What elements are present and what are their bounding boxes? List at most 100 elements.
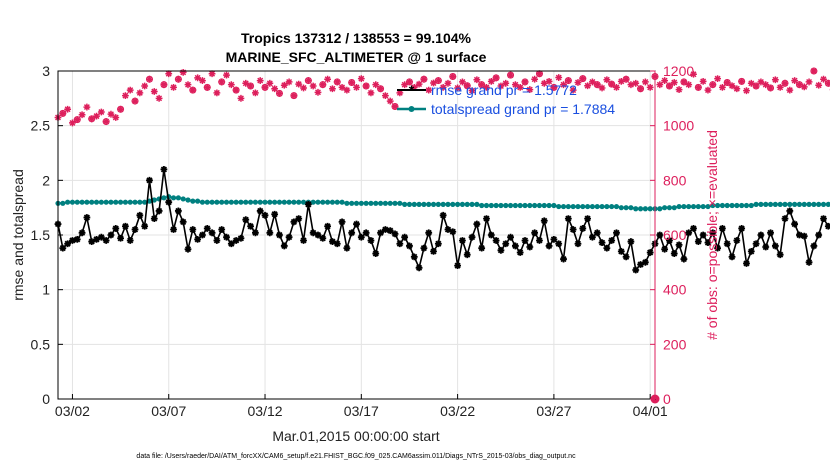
obs-count-point	[251, 89, 259, 97]
rmse-point	[338, 218, 346, 226]
rmse-point	[449, 228, 457, 236]
totalspread-point	[753, 201, 759, 207]
rmse-point	[78, 229, 86, 237]
obs-count-point	[656, 81, 664, 89]
totalspread-point	[825, 201, 830, 207]
obs-count-point	[232, 86, 240, 94]
obs-count-point	[637, 85, 645, 93]
rmse-point	[483, 215, 490, 223]
totalspread-point	[247, 199, 254, 205]
rmse-point	[810, 242, 818, 250]
obs-count-point	[733, 85, 741, 93]
rmse-point	[704, 239, 712, 247]
rmse-point	[815, 231, 823, 239]
totalspread-point	[710, 202, 716, 209]
rmse-point	[492, 237, 500, 244]
totalspread-point	[170, 195, 177, 201]
totalspread-point	[662, 205, 668, 211]
rmse-point	[396, 240, 404, 248]
obs-count-point	[820, 75, 827, 83]
rmse-point	[256, 207, 264, 215]
rmse-point	[208, 229, 216, 237]
rmse-point	[796, 231, 803, 239]
totalspread-point	[185, 197, 191, 203]
obs-count-point	[275, 89, 283, 97]
totalspread-point	[286, 199, 292, 205]
totalspread-point	[734, 202, 740, 209]
obs-count-point	[555, 74, 563, 81]
obs-count-point	[511, 81, 519, 89]
obs-count-point	[728, 82, 736, 90]
obs-count-point	[324, 75, 332, 83]
obs-count-point	[184, 81, 192, 89]
rmse-point	[728, 253, 736, 261]
obs-count-point	[430, 79, 437, 87]
rmse-point	[545, 242, 553, 250]
y-axis-label-left: rmse and totalspread	[10, 169, 26, 301]
rmse-point	[723, 240, 731, 248]
totalspread-point	[613, 203, 620, 210]
obs-count-point	[93, 112, 100, 120]
obs-count-point	[709, 81, 717, 89]
obs-count-point	[102, 118, 110, 126]
obs-count-point	[372, 81, 380, 89]
rmse-point	[141, 222, 149, 230]
obs-count-point	[810, 67, 818, 75]
totalspread-point	[416, 201, 422, 207]
obs-count-point	[738, 77, 746, 85]
rmse-point	[502, 240, 510, 248]
totalspread-point	[556, 203, 562, 210]
rmse-point	[213, 237, 221, 244]
rmse-point	[357, 233, 365, 241]
rmse-point	[473, 220, 481, 228]
totalspread-point	[671, 205, 677, 211]
obs-count-point	[824, 79, 830, 87]
rmse-point	[820, 215, 827, 223]
totalspread-point	[421, 201, 427, 207]
totalspread-point	[233, 199, 239, 205]
obs-count-point	[497, 82, 505, 90]
totalspread-point	[397, 200, 403, 206]
totalspread-point	[89, 199, 95, 205]
obs-count-point	[396, 89, 404, 97]
legend: * rmse grand pr = 1.5772 totalspread gra…	[397, 82, 615, 117]
rmse-point	[179, 218, 187, 226]
obs-count-point	[516, 84, 524, 91]
rmse-point	[646, 249, 654, 256]
x-tick-label: 03/12	[248, 403, 283, 419]
obs-count-point	[569, 86, 577, 94]
obs-count-point	[401, 81, 409, 89]
obs-count-point	[617, 77, 625, 85]
rmse-point	[781, 215, 789, 223]
rmse-point	[430, 247, 437, 255]
rmse-point	[218, 226, 226, 233]
y-tick-label-left: 0	[42, 391, 50, 407]
obs-count-point	[593, 81, 601, 89]
obs-count-point	[439, 84, 447, 91]
rmse-point	[507, 233, 514, 241]
rmse-point	[290, 218, 298, 226]
rmse-point	[381, 226, 389, 233]
rmse-point	[237, 234, 245, 242]
obs-count-point	[661, 77, 669, 84]
rmse-point	[540, 217, 548, 225]
totalspread-point	[430, 201, 437, 207]
obs-count-point	[97, 108, 105, 116]
y-tick-label-left: 1.5	[31, 227, 51, 243]
totalspread-point	[223, 199, 230, 205]
totalspread-point	[474, 201, 480, 207]
totalspread-point	[541, 202, 547, 209]
totalspread-point	[589, 203, 596, 210]
obs-count-point	[333, 78, 341, 86]
rmse-point	[126, 237, 134, 244]
obs-count-point	[117, 105, 125, 113]
rmse-point	[613, 229, 620, 237]
obs-count-point	[64, 105, 72, 113]
totalspread-point	[787, 201, 793, 207]
totalspread-point	[329, 199, 336, 205]
obs-count-point	[791, 77, 799, 84]
rmse-point	[497, 246, 505, 254]
rmse-point	[771, 242, 779, 250]
rmse-point	[555, 240, 563, 248]
totalspread-point	[252, 199, 258, 205]
